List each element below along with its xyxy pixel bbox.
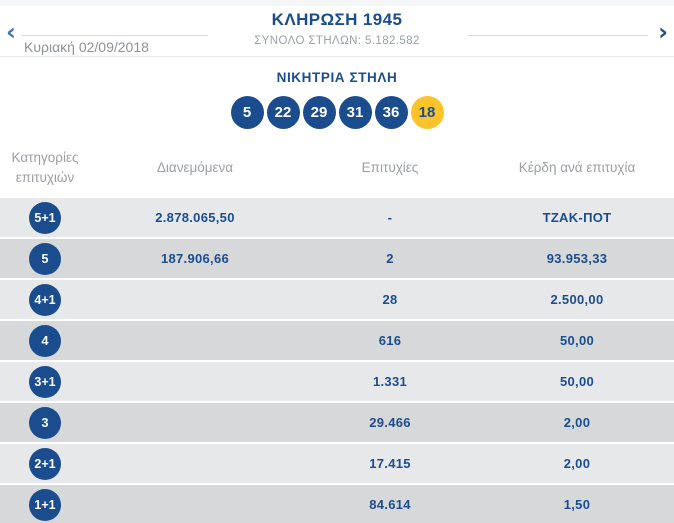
- category-badge: 2+1: [29, 447, 61, 480]
- successes-value: 84.614: [369, 497, 411, 512]
- results-table-body: 5+1 2.878.065,50 - ΤΖΑΚ-ΠΟΤ 5 187.906,66…: [0, 196, 674, 523]
- winnings-value: 2.500,00: [550, 292, 604, 307]
- winning-number-ball: 29: [302, 96, 336, 129]
- title-box: ΚΛΗΡΩΣΗ 1945 ΣΥΝΟΛΟ ΣΤΗΛΩΝ: 5.182.582: [0, 10, 674, 47]
- category-badge: 3+1: [29, 365, 61, 398]
- winning-number-ball: 31: [338, 96, 372, 129]
- successes-value: 17.415: [369, 456, 411, 471]
- distributed-value: 2.878.065,50: [155, 210, 235, 225]
- winning-number-ball: 36: [374, 96, 408, 129]
- header-divider-left: [22, 35, 208, 36]
- successes-value: 616: [378, 333, 402, 348]
- table-row: 1+1 84.614 1,50: [0, 483, 674, 523]
- table-row: 4 616 50,00: [0, 319, 674, 360]
- winning-number-ball: 18: [410, 96, 444, 129]
- table-row: 3 29.466 2,00: [0, 401, 674, 442]
- column-header-winnings: Κέρδη ανά επιτυχία: [518, 159, 636, 175]
- table-row: 2+1 17.415 2,00: [0, 442, 674, 483]
- winnings-value: 50,00: [559, 333, 595, 348]
- draw-title: ΚΛΗΡΩΣΗ 1945: [271, 10, 403, 29]
- winning-number-ball: 5: [230, 96, 264, 129]
- winnings-value: 50,00: [559, 374, 595, 389]
- winning-numbers: 5 22 29 31 36 18: [0, 96, 674, 129]
- winnings-value: 2,00: [563, 415, 591, 430]
- category-badge: 5+1: [29, 201, 61, 234]
- winnings-value: 1,50: [563, 497, 591, 512]
- column-header-categories: Κατηγορίες επιτυχιών: [11, 149, 79, 185]
- category-badge: 1+1: [29, 488, 61, 521]
- header-divider-right: [468, 35, 648, 36]
- column-header-successes: Επιτυχίες: [361, 159, 419, 175]
- table-row: 3+1 1.331 50,00: [0, 360, 674, 401]
- table-row: 5+1 2.878.065,50 - ΤΖΑΚ-ΠΟΤ: [0, 196, 674, 237]
- category-badge: 4: [29, 324, 61, 357]
- draw-date: Κυριακή 02/09/2018: [24, 39, 149, 55]
- category-badge: 3: [29, 406, 61, 439]
- distributed-value: 187.906,66: [160, 251, 230, 266]
- chevron-left-icon[interactable]: ‹: [6, 18, 16, 46]
- table-row: 4+1 28 2.500,00: [0, 278, 674, 319]
- category-badge: 5: [29, 242, 61, 275]
- column-header-distributed: Διανεμόμενα: [156, 159, 234, 175]
- successes-value: -: [387, 210, 393, 225]
- winning-number-ball: 22: [266, 96, 300, 129]
- winning-column-section: ΝΙΚΗΤΡΙΑ ΣΤΗΛΗ 5 22 29 31 36 18: [0, 57, 674, 140]
- chevron-right-icon[interactable]: ›: [658, 18, 668, 46]
- winnings-value: 2,00: [563, 456, 591, 471]
- top-strip: [0, 0, 674, 6]
- total-columns-label: ΣΥΝΟΛΟ ΣΤΗΛΩΝ: 5.182.582: [254, 35, 420, 47]
- successes-value: 29.466: [369, 415, 411, 430]
- successes-value: 2: [386, 251, 394, 266]
- draw-header: ‹ Κυριακή 02/09/2018 ΚΛΗΡΩΣΗ 1945 ΣΥΝΟΛΟ…: [0, 6, 674, 57]
- category-badge: 4+1: [29, 283, 61, 316]
- successes-value: 1.331: [372, 374, 408, 389]
- table-row: 5 187.906,66 2 93.953,33: [0, 237, 674, 278]
- successes-value: 28: [382, 292, 398, 307]
- table-header-row: Κατηγορίες επιτυχιών Διανεμόμενα Επιτυχί…: [0, 140, 674, 196]
- winnings-value: ΤΖΑΚ-ΠΟΤ: [542, 210, 612, 225]
- winnings-value: 93.953,33: [546, 251, 608, 266]
- winning-column-label: ΝΙΚΗΤΡΙΑ ΣΤΗΛΗ: [276, 70, 398, 85]
